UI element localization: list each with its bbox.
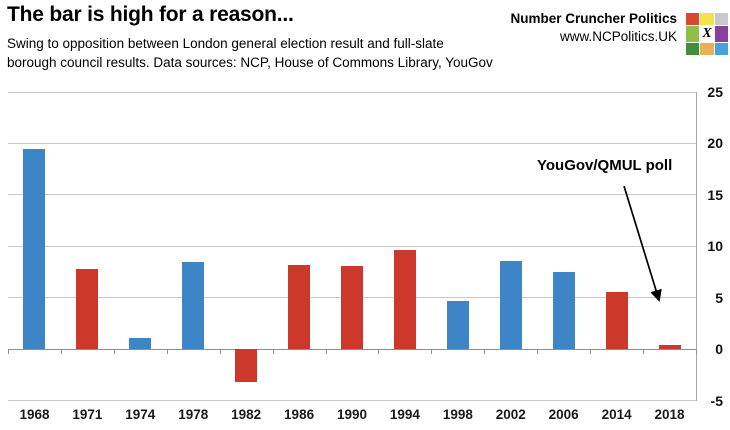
bar-1968 bbox=[23, 148, 46, 350]
x-axis-tick bbox=[219, 349, 221, 355]
x-axis-tick bbox=[325, 349, 327, 355]
x-tick-label: 2006 bbox=[548, 407, 579, 422]
y-tick-label: 5 bbox=[715, 289, 723, 306]
x-tick-label: 2014 bbox=[601, 407, 632, 422]
x-axis-tick bbox=[8, 349, 9, 355]
x-axis-tick bbox=[484, 349, 486, 355]
bar-1994 bbox=[393, 250, 416, 350]
x-tick-label: 1994 bbox=[389, 407, 420, 422]
x-axis-tick bbox=[431, 349, 433, 355]
bar-2014 bbox=[605, 291, 628, 350]
x-axis-tick bbox=[643, 349, 645, 355]
bar-2018 bbox=[658, 345, 681, 350]
x-tick-label: 1998 bbox=[442, 407, 473, 422]
brand-block: Number Cruncher Politics www.NCPolitics.… bbox=[510, 10, 677, 46]
logo-color-square bbox=[700, 43, 714, 55]
logo-color-square bbox=[714, 13, 728, 25]
logo-color-square bbox=[714, 26, 728, 42]
bar-1971 bbox=[76, 268, 99, 350]
x-tick-label: 1986 bbox=[284, 407, 315, 422]
chart-subtitle: Swing to opposition between London gener… bbox=[7, 34, 493, 72]
x-axis-tick bbox=[537, 349, 539, 355]
x-tick-label: 1968 bbox=[19, 407, 50, 422]
gridline bbox=[8, 142, 696, 144]
x-axis-tick bbox=[60, 349, 62, 355]
x-tick-label: 1971 bbox=[72, 407, 103, 422]
x-axis-tick bbox=[166, 349, 168, 355]
logo-color-square bbox=[686, 43, 700, 55]
bar-1982 bbox=[235, 349, 258, 383]
x-tick-label: 2002 bbox=[495, 407, 526, 422]
x-axis-tick bbox=[113, 349, 115, 355]
y-tick-label: 0 bbox=[715, 341, 723, 358]
chart-title: The bar is high for a reason... bbox=[7, 3, 294, 26]
logo-color-square bbox=[686, 13, 700, 25]
bar-1990 bbox=[341, 265, 363, 350]
gridline bbox=[8, 91, 696, 93]
brand-url: www.NCPolitics.UK bbox=[559, 29, 677, 44]
gridline bbox=[8, 194, 696, 196]
bar-1978 bbox=[182, 261, 205, 350]
x-axis-tick bbox=[696, 349, 697, 355]
gridline bbox=[8, 245, 696, 247]
x-tick-label: 2018 bbox=[654, 407, 685, 422]
logo-color-square bbox=[700, 13, 714, 25]
x-tick-label: 1974 bbox=[125, 407, 156, 422]
bar-1986 bbox=[288, 264, 311, 350]
bar-1998 bbox=[446, 300, 469, 350]
x-axis-tick bbox=[378, 349, 380, 355]
x-axis-line bbox=[8, 348, 696, 350]
y-axis-line bbox=[696, 92, 697, 401]
subtitle-line-1: Swing to opposition between London gener… bbox=[7, 36, 444, 51]
ncp-logo-icon: X bbox=[686, 13, 728, 55]
y-tick-label: 10 bbox=[707, 238, 723, 255]
brand-name: Number Cruncher Politics bbox=[510, 11, 677, 26]
logo-x-glyph: X bbox=[700, 26, 714, 42]
subtitle-line-2: borough council results. Data sources: N… bbox=[7, 55, 493, 70]
annotation-label: YouGov/QMUL poll bbox=[537, 157, 673, 174]
y-tick-label: 20 bbox=[707, 135, 723, 152]
x-tick-label: 1978 bbox=[178, 407, 209, 422]
logo-color-square bbox=[714, 43, 728, 55]
x-tick-label: 1982 bbox=[231, 407, 262, 422]
bar-1974 bbox=[129, 337, 152, 350]
y-tick-label: -5 bbox=[710, 392, 723, 409]
x-axis-tick bbox=[272, 349, 274, 355]
bar-2006 bbox=[552, 272, 575, 350]
bar-2002 bbox=[499, 260, 522, 350]
gridline bbox=[8, 400, 696, 402]
x-axis-tick bbox=[590, 349, 592, 355]
logo-color-square bbox=[686, 26, 700, 42]
y-tick-label: 25 bbox=[707, 84, 723, 100]
x-tick-label: 1990 bbox=[336, 407, 368, 422]
y-tick-label: 15 bbox=[707, 186, 723, 203]
